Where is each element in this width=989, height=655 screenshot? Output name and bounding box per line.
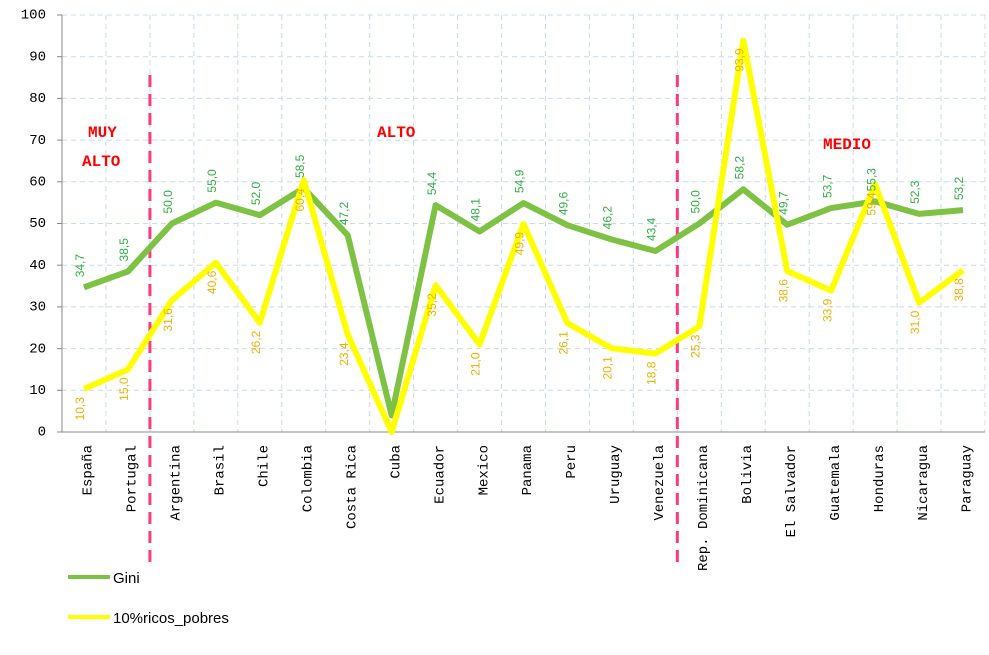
value-label: 23,4 xyxy=(337,342,351,366)
y-tick-label: 100 xyxy=(21,8,46,24)
value-label: 50,0 xyxy=(688,190,702,214)
value-label: 52,3 xyxy=(908,180,922,204)
value-label: 49,9 xyxy=(513,232,527,256)
x-tick-label: Peru xyxy=(564,445,580,479)
value-label: 18,8 xyxy=(645,361,659,385)
group-annotation: MUY xyxy=(88,124,117,142)
value-label: 52,0 xyxy=(249,181,263,205)
value-label: 26,2 xyxy=(249,330,263,354)
value-label: 40,6 xyxy=(205,270,219,294)
value-label: 25,3 xyxy=(688,334,702,358)
series-line xyxy=(82,37,965,435)
y-tick-label: 0 xyxy=(38,425,46,441)
value-label: 15,0 xyxy=(117,377,131,401)
y-tick-label: 10 xyxy=(29,383,46,399)
value-label: 38,8 xyxy=(952,278,966,302)
value-label: 20,1 xyxy=(601,356,615,380)
x-tick-label: El Salvador xyxy=(784,445,800,537)
x-tick-label: Colombia xyxy=(300,445,316,512)
y-tick-label: 40 xyxy=(29,258,46,274)
x-tick-label: Ecuador xyxy=(432,445,448,504)
value-label: 49,7 xyxy=(776,191,790,215)
value-label: 21,0 xyxy=(469,352,483,376)
value-label: 48,1 xyxy=(469,198,483,222)
x-tick-label: Panama xyxy=(520,445,536,495)
x-tick-label: Mexico xyxy=(476,445,492,495)
y-tick-label: 90 xyxy=(29,49,46,65)
x-tick-label: Portugal xyxy=(125,445,141,512)
x-tick-label: España xyxy=(81,445,97,495)
value-label: 58,5 xyxy=(293,154,307,178)
value-label: 55,3 xyxy=(864,168,878,192)
value-label: 26,1 xyxy=(557,331,571,355)
value-label: 49,6 xyxy=(557,191,571,215)
value-label: 46,2 xyxy=(601,206,615,230)
x-tick-label: Venezuela xyxy=(652,445,668,521)
x-tick-label: Paraguay xyxy=(960,445,976,512)
x-tick-label: Bolivia xyxy=(740,445,756,504)
value-label: 31,6 xyxy=(161,308,175,332)
value-label: 58,2 xyxy=(732,156,746,180)
value-label: 47,2 xyxy=(337,201,351,225)
value-label: 50,0 xyxy=(161,190,175,214)
x-tick-label: Rep. Dominicana xyxy=(696,445,712,571)
group-annotation: MEDIO xyxy=(823,136,871,154)
y-tick-label: 70 xyxy=(29,133,46,149)
value-label: 38,5 xyxy=(117,238,131,262)
y-tick-label: 60 xyxy=(29,175,46,191)
x-tick-label: Nicaragua xyxy=(916,445,932,521)
value-label: 55,0 xyxy=(205,169,219,193)
x-tick-label: Honduras xyxy=(872,445,888,512)
value-label: 54,9 xyxy=(513,169,527,193)
legend-label: 10%ricos_pobres xyxy=(113,610,229,627)
x-tick-label: Costa Rica xyxy=(344,445,360,529)
y-tick-label: 30 xyxy=(29,300,46,316)
value-label: 59,4 xyxy=(864,192,878,216)
x-tick-label: Cuba xyxy=(388,445,404,479)
x-tick-label: Chile xyxy=(256,445,272,487)
value-label: 33,9 xyxy=(820,298,834,322)
value-label: 38,6 xyxy=(776,279,790,303)
value-label: 60,4 xyxy=(293,188,307,212)
x-tick-label: Uruguay xyxy=(608,445,624,504)
x-tick-label: Brasil xyxy=(213,445,229,495)
legend-label: Gini xyxy=(113,570,140,587)
y-tick-label: 80 xyxy=(29,91,46,107)
x-tick-label: Guatemala xyxy=(828,445,844,521)
value-label: 93,9 xyxy=(732,48,746,72)
value-label: 35,2 xyxy=(425,293,439,317)
value-label: 54,4 xyxy=(425,171,439,195)
value-label: 34,7 xyxy=(73,254,87,278)
value-label: 31,0 xyxy=(908,310,922,334)
y-tick-label: 20 xyxy=(29,341,46,357)
value-label: 43,4 xyxy=(645,217,659,241)
series-line xyxy=(82,185,964,419)
group-annotation: ALTO xyxy=(82,153,121,171)
value-label: 10,3 xyxy=(73,397,87,421)
value-label: 53,7 xyxy=(820,174,834,198)
x-tick-label: Argentina xyxy=(169,445,185,521)
value-label: 53,2 xyxy=(952,176,966,200)
group-annotation: ALTO xyxy=(377,124,416,142)
y-tick-label: 50 xyxy=(29,216,46,232)
